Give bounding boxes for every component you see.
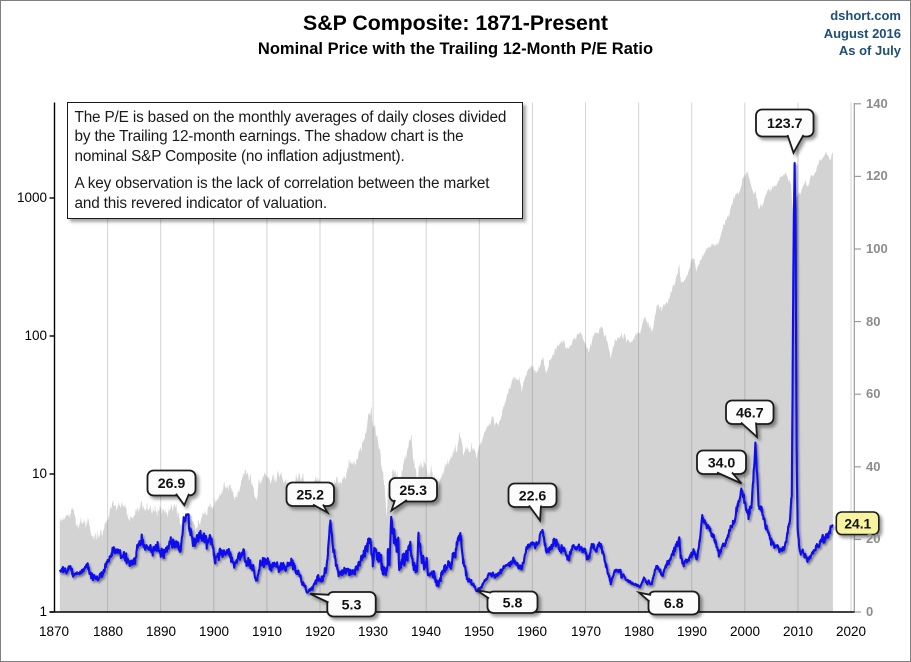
svg-text:22.6: 22.6 <box>519 488 547 504</box>
svg-text:123.7: 123.7 <box>767 116 803 132</box>
svg-text:26.9: 26.9 <box>158 476 186 492</box>
svg-text:25.3: 25.3 <box>399 483 427 499</box>
svg-text:5.8: 5.8 <box>503 595 523 611</box>
svg-text:24.1: 24.1 <box>844 516 871 531</box>
svg-text:34.0: 34.0 <box>708 455 736 471</box>
svg-text:6.8: 6.8 <box>664 596 684 612</box>
svg-text:5.3: 5.3 <box>342 597 362 613</box>
svg-text:46.7: 46.7 <box>736 405 764 421</box>
svg-text:25.2: 25.2 <box>296 487 324 503</box>
